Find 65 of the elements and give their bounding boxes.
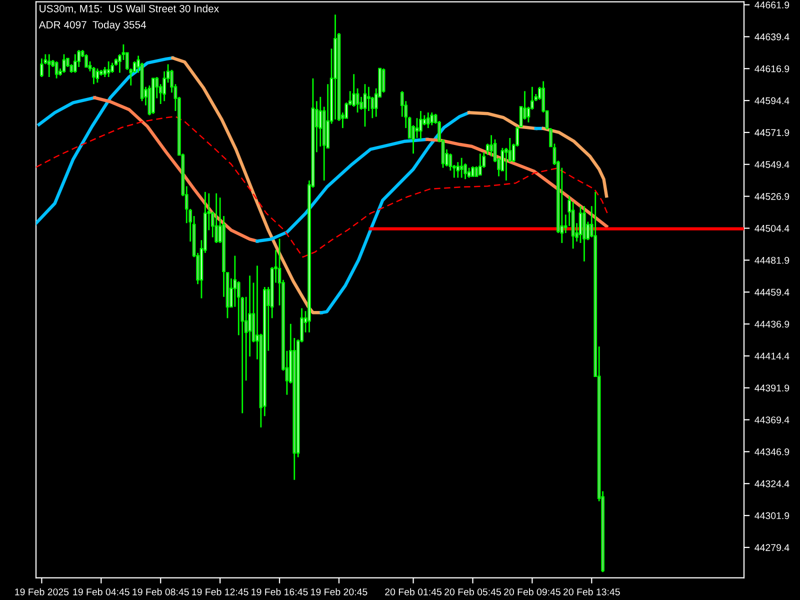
candlestick (426, 112, 430, 129)
line-series (467, 111, 538, 130)
x-tick-label: 20 Feb 09:45 (504, 588, 560, 596)
x-tick-label: 19 Feb 2025 (15, 588, 69, 596)
y-tick-label: 44594.4 (754, 97, 790, 104)
line-series (256, 138, 429, 243)
line-series (542, 126, 608, 198)
x-tick-label: 20 Feb 13:45 (563, 588, 620, 596)
x-tick-label: 20 Feb 01:45 (385, 588, 442, 596)
x-tick-label: 19 Feb 16:45 (252, 588, 308, 596)
candlestick (430, 112, 434, 126)
line-series (36, 116, 609, 258)
y-tick-label: 44346.9 (754, 448, 790, 456)
candlestick (419, 110, 422, 140)
x-tick-label: 19 Feb 20:45 (311, 588, 368, 596)
y-tick-label: 44549.4 (754, 161, 790, 168)
candlestick (490, 134, 493, 158)
y-tick-label: 44324.4 (754, 480, 790, 488)
candlestick (486, 142, 490, 156)
x-tick-label: 19 Feb 12:45 (192, 588, 248, 596)
candlestick (578, 205, 582, 244)
candlestick (47, 54, 51, 78)
candlestick (84, 54, 88, 68)
y-tick-label: 44526.9 (754, 193, 790, 200)
candlestick (478, 152, 482, 176)
y-tick-label: 44369.4 (754, 416, 790, 424)
y-tick-label: 44459.4 (754, 288, 790, 296)
line-series (171, 56, 323, 314)
candlestick (456, 161, 460, 178)
candlestick (96, 68, 100, 84)
annotation: ADR 4097 Today 3554 (38, 20, 146, 31)
y-tick-label: 44279.4 (754, 544, 790, 552)
candlestick (474, 166, 478, 177)
x-tick-label: 19 Feb 04:45 (73, 588, 130, 596)
candlestick (382, 68, 386, 94)
candlestick (214, 192, 218, 244)
line-series (37, 96, 96, 126)
candlestick (73, 54, 77, 74)
y-tick-label: 44571.9 (754, 129, 790, 136)
line-series (36, 56, 174, 225)
y-tick-label: 44504.4 (754, 224, 790, 232)
candlestick (106, 60, 110, 78)
y-tick-label: 44301.9 (754, 512, 790, 520)
y-tick-label: 44661.9 (754, 2, 790, 8)
candlestick (356, 88, 360, 114)
y-tick-label: 44414.4 (754, 352, 790, 360)
x-tick-label: 20 Feb 05:45 (444, 588, 501, 596)
y-tick-label: 44391.9 (754, 384, 790, 392)
line-series (93, 96, 259, 243)
candlestick (110, 62, 114, 74)
candlestick (415, 117, 419, 139)
x-tick-label: 19 Feb 08:45 (132, 588, 189, 596)
y-tick-label: 44436.9 (754, 320, 790, 328)
candlestick (363, 83, 367, 128)
annotation: US30m, M15: US Wall Street 30 Index (40, 4, 219, 14)
y-tick-label: 44481.9 (754, 256, 790, 264)
y-tick-label: 44639.4 (754, 33, 790, 40)
candlestick (62, 54, 66, 74)
candlestick (467, 167, 471, 178)
y-tick-label: 44616.9 (754, 65, 790, 72)
candlestick (54, 60, 58, 80)
line-series (320, 111, 471, 314)
candlestick (40, 58, 44, 78)
candlestick (471, 166, 474, 177)
candlestick (460, 157, 464, 178)
